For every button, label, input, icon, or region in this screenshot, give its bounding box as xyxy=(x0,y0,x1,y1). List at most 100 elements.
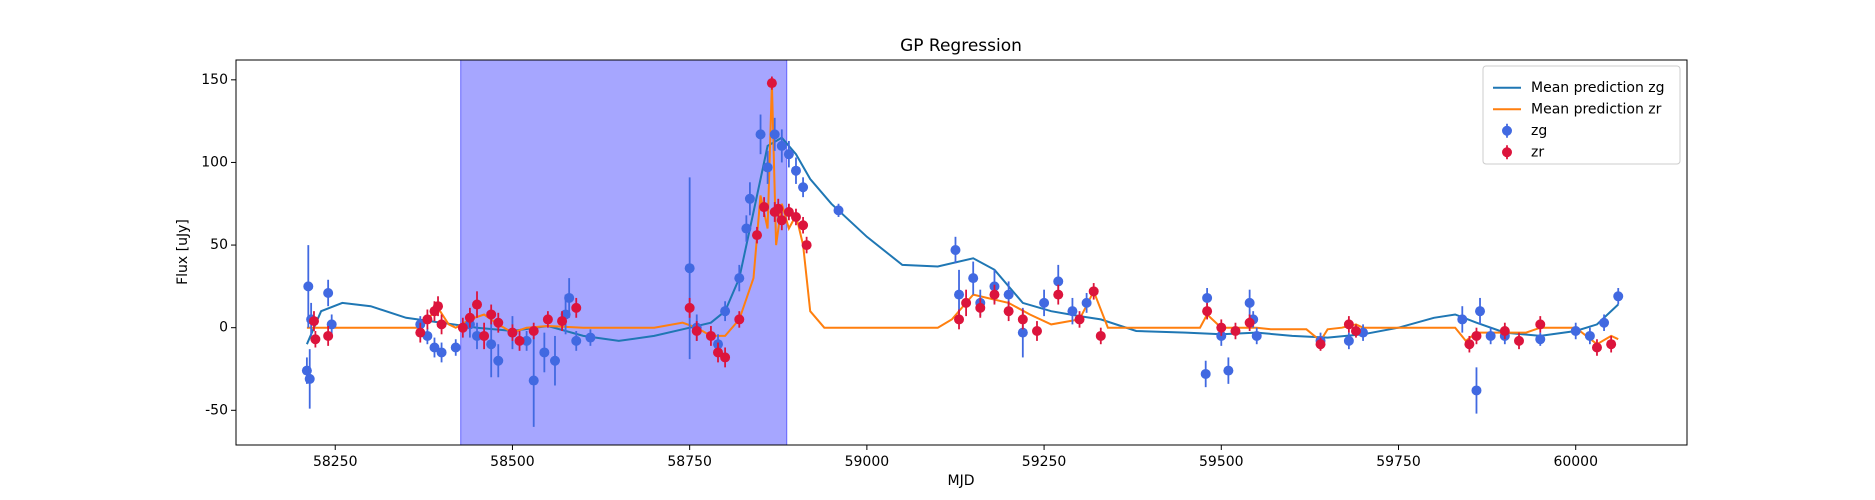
data-point xyxy=(1599,317,1610,328)
data-point xyxy=(773,203,784,214)
data-point xyxy=(961,297,972,308)
data-point xyxy=(528,325,539,336)
data-point xyxy=(1584,330,1595,341)
data-point xyxy=(720,306,731,317)
data-point xyxy=(759,202,770,213)
data-point xyxy=(968,273,979,284)
data-point xyxy=(1244,317,1255,328)
x-tick-label: 58750 xyxy=(667,454,712,470)
data-point xyxy=(1067,306,1078,317)
data-point xyxy=(1088,286,1099,297)
data-point xyxy=(326,319,337,330)
data-point xyxy=(457,322,468,333)
data-point xyxy=(720,352,731,363)
data-point xyxy=(1017,314,1028,325)
data-point xyxy=(1216,322,1227,333)
data-point xyxy=(1200,368,1211,379)
y-tick-label: 150 xyxy=(201,72,228,88)
data-point xyxy=(549,355,560,366)
data-point xyxy=(1315,339,1326,350)
data-point xyxy=(734,314,745,325)
x-tick-label: 60000 xyxy=(1553,454,1598,470)
data-point xyxy=(1499,325,1510,336)
legend-label: Mean prediction zr xyxy=(1531,101,1662,117)
data-point xyxy=(1095,330,1106,341)
data-point xyxy=(571,302,582,313)
data-point xyxy=(790,211,801,222)
data-point xyxy=(436,347,447,358)
data-point xyxy=(1464,339,1475,350)
data-point xyxy=(798,220,809,231)
data-point xyxy=(1535,319,1546,330)
x-tick-label: 59500 xyxy=(1199,454,1244,470)
data-point xyxy=(539,347,550,358)
legend-box xyxy=(1482,65,1681,165)
data-point xyxy=(1031,325,1042,336)
legend-swatch xyxy=(1502,147,1512,158)
x-tick-label: 59000 xyxy=(845,454,890,470)
data-point xyxy=(571,335,582,346)
data-point xyxy=(486,339,497,350)
data-point xyxy=(691,325,702,336)
data-point xyxy=(1570,325,1581,336)
data-point xyxy=(769,129,780,140)
x-tick-label: 59750 xyxy=(1376,454,1421,470)
x-tick-label: 58500 xyxy=(490,454,535,470)
data-point xyxy=(975,302,986,313)
data-point xyxy=(310,334,321,345)
data-point xyxy=(1081,297,1092,308)
data-point xyxy=(833,205,844,216)
data-point xyxy=(1591,342,1602,353)
data-point xyxy=(1471,330,1482,341)
data-point xyxy=(989,289,1000,300)
data-point xyxy=(429,342,440,353)
data-point xyxy=(493,355,504,366)
data-point xyxy=(755,129,766,140)
data-point xyxy=(542,314,553,325)
y-tick-label: 100 xyxy=(201,154,228,170)
chart-title: GP Regression xyxy=(900,36,1022,56)
data-point xyxy=(1202,292,1213,303)
data-point xyxy=(472,330,483,341)
data-point xyxy=(1003,289,1014,300)
data-point xyxy=(1223,365,1234,376)
data-point xyxy=(585,332,596,343)
data-point xyxy=(304,373,315,384)
data-point xyxy=(734,273,745,284)
data-point xyxy=(433,301,444,312)
data-point xyxy=(521,335,532,346)
y-tick-label: 0 xyxy=(219,320,228,336)
data-point xyxy=(564,292,575,303)
data-point xyxy=(684,302,695,313)
data-point xyxy=(713,347,724,358)
data-point xyxy=(1202,306,1213,317)
data-point xyxy=(493,317,504,328)
data-point xyxy=(1457,314,1468,325)
data-point xyxy=(801,240,812,251)
data-point xyxy=(783,207,794,218)
plot-area xyxy=(301,76,1624,427)
data-point xyxy=(1485,330,1496,341)
data-point xyxy=(783,149,794,160)
x-tick-label: 59250 xyxy=(1022,454,1067,470)
data-point xyxy=(450,342,461,353)
data-point xyxy=(1514,335,1525,346)
data-point xyxy=(766,78,777,89)
data-point xyxy=(1039,297,1050,308)
data-point xyxy=(1251,330,1262,341)
data-point xyxy=(705,330,716,341)
data-point xyxy=(1003,306,1014,317)
data-point xyxy=(303,281,314,292)
data-point xyxy=(684,263,695,274)
data-point xyxy=(1053,276,1064,287)
axes-frame xyxy=(235,59,1688,446)
data-point xyxy=(1074,314,1085,325)
data-point xyxy=(472,299,483,310)
data-point xyxy=(1244,297,1255,308)
data-point xyxy=(798,182,809,193)
data-point xyxy=(479,330,490,341)
data-point xyxy=(1471,385,1482,396)
data-point xyxy=(323,287,334,298)
data-point xyxy=(1053,289,1064,300)
